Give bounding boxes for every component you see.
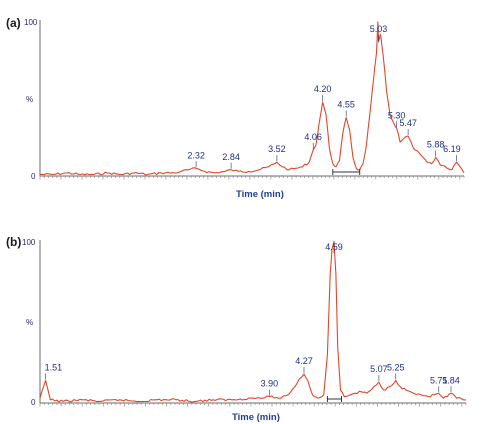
panel-b-ylabel: % bbox=[26, 318, 33, 327]
panel-b-xlabel: Time (min) bbox=[232, 412, 280, 423]
panel-b-peak-labels: 1.51 3.90 4.27 4.59 5.07 5.25 5.715.84 bbox=[45, 241, 460, 396]
panel-a: (a) 100 % 0 2.32 2.84 3.52 4.06 4.20 4.55 5.03… bbox=[6, 16, 465, 200]
panel-a-peak-label: 4.55 bbox=[337, 100, 355, 110]
panel-a-ytick-100: 100 bbox=[24, 18, 38, 27]
panel-b-peak-label: 1.51 bbox=[45, 363, 63, 373]
panel-b-peak-label: 4.59 bbox=[325, 242, 343, 252]
panel-a-peak-label: 5.47 bbox=[399, 118, 417, 128]
panel-b-trace bbox=[39, 241, 467, 403]
panel-a-peak-label: 5.03 bbox=[370, 24, 388, 34]
panel-a-integration-bracket bbox=[332, 169, 361, 175]
panel-a-ylabel: % bbox=[26, 95, 33, 104]
panel-a-trace bbox=[39, 21, 465, 176]
panel-a-label: (a) bbox=[6, 16, 21, 30]
panel-b-x-ticks bbox=[39, 403, 467, 407]
panel-a-peak-labels: 2.32 2.84 3.52 4.06 4.20 4.55 5.03 5.305.47 5.88… bbox=[187, 24, 461, 169]
panel-b-peak-label: 3.90 bbox=[261, 379, 279, 389]
panel-a-peak-label: 2.84 bbox=[222, 152, 240, 162]
panel-b-peak-label: 4.27 bbox=[295, 356, 313, 366]
panel-a-peak-label: 4.20 bbox=[314, 84, 332, 94]
panel-a-ytick-0: 0 bbox=[31, 172, 36, 181]
panel-a-peak-label: 5.88 bbox=[427, 140, 445, 150]
panel-a-peak-label: 4.06 bbox=[304, 132, 322, 142]
panel-b-integration-bracket bbox=[326, 396, 342, 402]
panel-b-label: (b) bbox=[6, 235, 21, 249]
panel-b-ytick-100: 100 bbox=[22, 238, 36, 247]
panel-b: (b) 100 % 0 1.51 3.90 4.27 4.59 5.07 5.25 5.71… bbox=[6, 235, 467, 423]
panel-a-peak-label: 6.19 bbox=[443, 144, 461, 154]
panel-a-peak-label: 5.30 bbox=[388, 110, 406, 120]
panel-a-xlabel: Time (min) bbox=[236, 189, 284, 200]
panel-b-peak-label: 5.84 bbox=[442, 375, 460, 385]
panel-b-ytick-0: 0 bbox=[31, 398, 36, 407]
panel-a-x-ticks bbox=[39, 176, 465, 180]
panel-a-peak-label: 2.32 bbox=[187, 150, 205, 160]
panel-b-peak-label: 5.07 bbox=[370, 364, 388, 374]
panel-b-peak-label: 5.25 bbox=[387, 363, 405, 373]
panel-b-peak-label: 5.71 bbox=[430, 375, 448, 385]
panel-a-peak-label: 3.52 bbox=[268, 144, 286, 154]
